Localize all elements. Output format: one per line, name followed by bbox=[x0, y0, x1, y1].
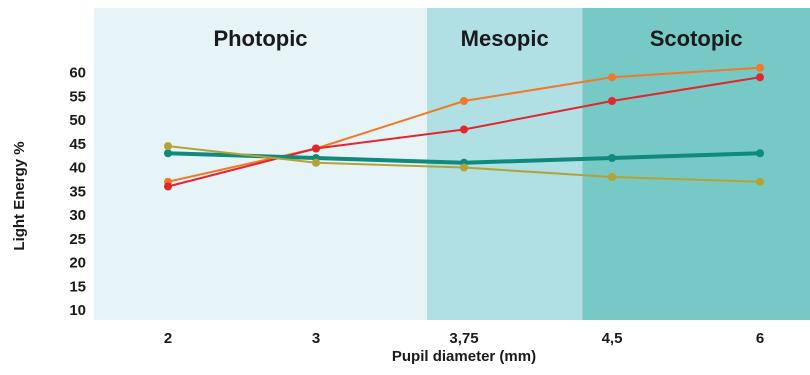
y-tick-label: 40 bbox=[69, 160, 86, 177]
series-3-point-4 bbox=[608, 154, 616, 162]
y-tick-label: 60 bbox=[69, 65, 86, 82]
zone-label-photopic: Photopic bbox=[213, 26, 307, 51]
y-tick-label: 25 bbox=[69, 231, 86, 248]
y-tick-label: 15 bbox=[69, 278, 86, 295]
x-tick-labels: 2 3 3,75 4,5 6 bbox=[164, 330, 764, 347]
x-tick-label: 3 bbox=[312, 330, 320, 347]
y-tick-label: 50 bbox=[69, 112, 86, 129]
series-4-point-1 bbox=[164, 142, 172, 151]
y-tick-labels: 10 15 20 25 30 35 40 45 50 55 60 bbox=[69, 65, 86, 320]
y-tick-label: 30 bbox=[69, 207, 86, 224]
x-tick-label: 4,5 bbox=[602, 330, 623, 347]
y-tick-label: 45 bbox=[69, 136, 86, 153]
zone-label-scotopic: Scotopic bbox=[650, 26, 743, 51]
series-4-point-3 bbox=[460, 163, 468, 172]
series-4-point-4 bbox=[608, 173, 616, 181]
series-2-point-4 bbox=[608, 97, 616, 105]
x-tick-label: 6 bbox=[756, 330, 764, 347]
series-2-point-2 bbox=[312, 144, 320, 153]
series-2-point-3 bbox=[460, 125, 468, 134]
series-3-point-5 bbox=[756, 149, 764, 158]
y-tick-label: 20 bbox=[69, 255, 86, 272]
x-tick-label: 3,75 bbox=[449, 330, 478, 347]
zone-label-mesopic: Mesopic bbox=[461, 26, 549, 51]
series-3-point-1 bbox=[164, 149, 172, 158]
y-tick-label: 55 bbox=[69, 88, 86, 105]
x-axis-title: Pupil diameter (mm) bbox=[392, 348, 536, 365]
series-1-point-4 bbox=[608, 73, 616, 82]
y-axis-title: Light Energy % bbox=[11, 141, 28, 250]
x-tick-label: 2 bbox=[164, 330, 172, 347]
series-layer bbox=[164, 63, 764, 191]
series-1-point-5 bbox=[756, 63, 764, 72]
series-4-point-5 bbox=[756, 177, 764, 186]
series-1-point-3 bbox=[460, 97, 468, 105]
y-tick-label: 35 bbox=[69, 183, 86, 200]
series-2-point-5 bbox=[756, 73, 764, 82]
series-2-point-1 bbox=[164, 182, 172, 191]
series-4-point-2 bbox=[312, 158, 320, 167]
zone-scotopic bbox=[582, 8, 810, 320]
y-tick-label: 10 bbox=[69, 302, 86, 319]
